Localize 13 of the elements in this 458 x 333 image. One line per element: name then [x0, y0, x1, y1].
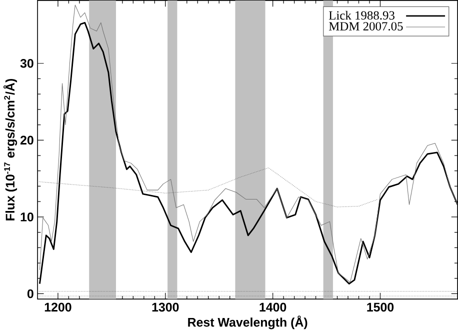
y-tick-label: 10 [20, 212, 34, 222]
legend-label: Lick 1988.93 [328, 11, 394, 20]
line-series [38, 168, 378, 208]
x-axis-title: Rest Wavelength (Å) [188, 316, 308, 330]
y-tick-label: 20 [20, 136, 34, 145]
y-tick-label: 0 [27, 289, 34, 298]
x-tick-label: 1400 [260, 302, 286, 312]
y-axis-title: Flux (10$^{-17}$ ergs/s/cm$^{2}$/Å) [3, 79, 18, 220]
x-tick-label: 1500 [367, 302, 394, 312]
x-tick-label: 1300 [152, 302, 179, 312]
legend-label: MDM 2007.05 [328, 22, 403, 31]
x-tick-label: 1200 [44, 302, 72, 312]
y-tick-label: 30 [20, 59, 34, 68]
